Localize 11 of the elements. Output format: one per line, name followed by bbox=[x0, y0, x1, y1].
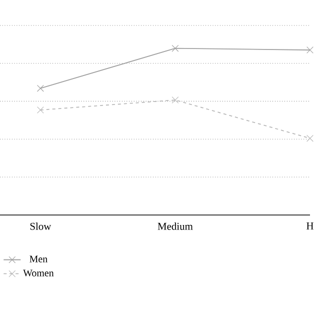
point bbox=[36, 106, 44, 114]
point bbox=[306, 134, 314, 142]
legend-label: Men bbox=[30, 256, 48, 262]
point bbox=[36, 84, 44, 92]
x-tick-label: H bbox=[306, 222, 314, 230]
point bbox=[172, 44, 179, 52]
x-tick-label: Medium bbox=[158, 222, 193, 230]
x-tick-label: Slow bbox=[30, 222, 52, 230]
point bbox=[306, 46, 314, 54]
legend-label: Women bbox=[23, 270, 54, 276]
point bbox=[172, 96, 179, 104]
